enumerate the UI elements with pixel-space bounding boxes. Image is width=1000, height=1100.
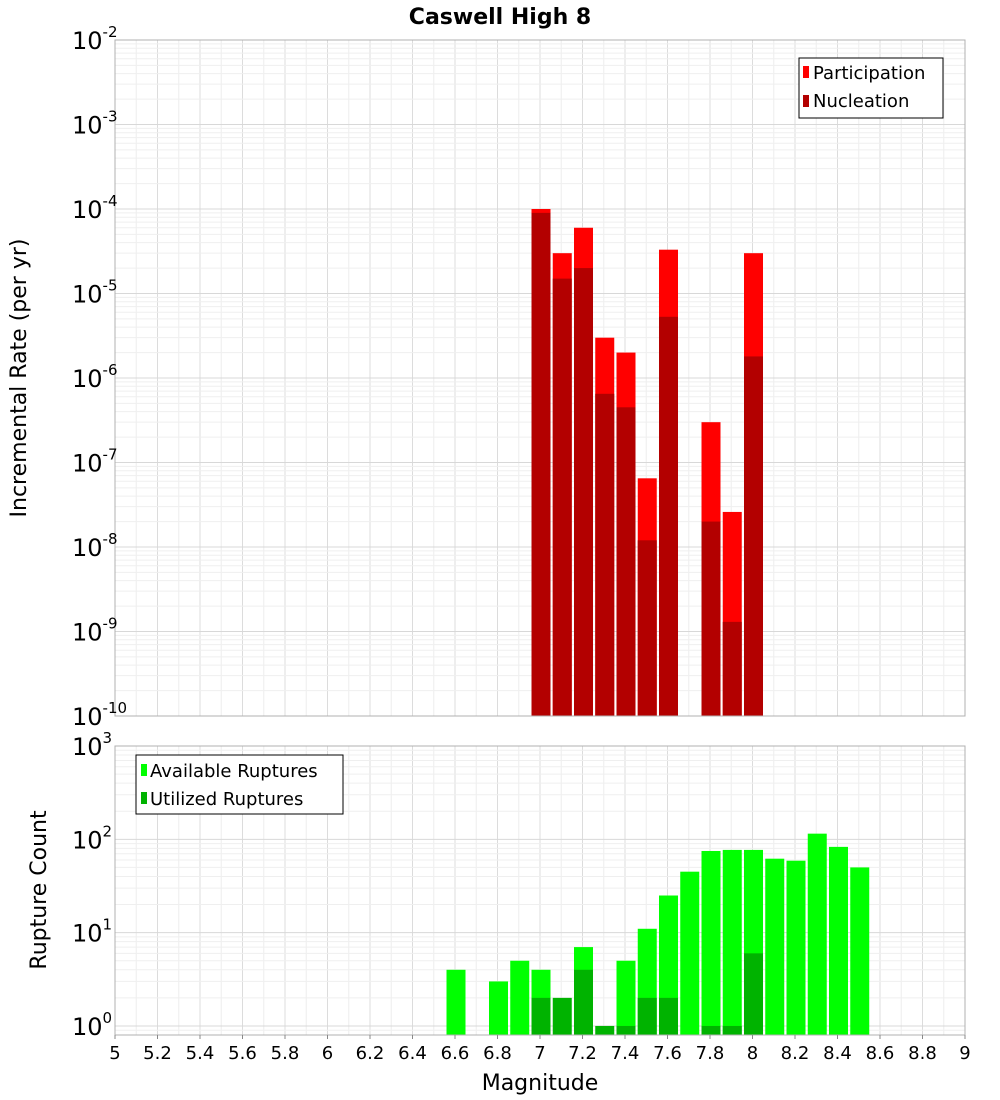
count-bar-available-ruptures: [616, 960, 636, 1035]
x-tick-label: 7.8: [696, 1043, 725, 1064]
x-tick-label: 5.4: [186, 1043, 215, 1064]
count-bar-available-ruptures: [489, 981, 508, 1035]
y-tick-label: 10-3: [72, 108, 118, 140]
rate-bar-nucleation: [659, 316, 678, 716]
y-tick-label: 10-2: [72, 23, 118, 55]
x-tick-label: 5.8: [271, 1043, 300, 1064]
count-bar-utilized-ruptures: [701, 1025, 721, 1035]
count-bar-utilized-ruptures: [637, 997, 657, 1035]
top-y-axis-label: Incremental Rate (per yr): [7, 239, 32, 518]
x-tick-label: 9: [959, 1043, 970, 1064]
y-tick-label: 10-9: [72, 615, 118, 647]
x-tick-label: 6: [322, 1043, 333, 1064]
count-bar-utilized-ruptures: [595, 1025, 615, 1035]
rate-bar-nucleation: [552, 278, 572, 716]
rate-bar-nucleation: [637, 540, 657, 716]
x-tick-label: 7: [534, 1043, 545, 1064]
x-tick-label: 8.6: [866, 1043, 895, 1064]
top-plot-panel: 10-2 10-3 10-4 10-5 10-6 10-7 10-8 10-9 10-10 In…: [7, 23, 966, 731]
legend-swatch-nucleation: [803, 95, 809, 107]
x-tick-label: 6.4: [398, 1043, 427, 1064]
count-bar-available-ruptures: [765, 858, 785, 1035]
top-y-ticks: 10-2 10-3 10-4 10-5 10-6 10-7 10-8 10-9 10-10: [72, 23, 127, 731]
count-bar-utilized-ruptures: [744, 953, 763, 1035]
x-axis-label: Magnitude: [482, 1071, 599, 1096]
x-tick-label: 8.8: [908, 1043, 937, 1064]
x-tick-label: 7.6: [653, 1043, 682, 1064]
legend-label-participation: Participation: [813, 63, 925, 84]
y-tick-label: 10-5: [72, 277, 118, 309]
y-tick-label: 10-8: [72, 530, 118, 562]
count-bar-available-ruptures: [807, 833, 827, 1035]
y-tick-label: 103: [72, 729, 112, 761]
x-tick-label: 5.2: [143, 1043, 172, 1064]
count-bar-utilized-ruptures: [722, 1025, 742, 1035]
rate-bar-nucleation: [531, 212, 551, 716]
top-legend-box: [798, 57, 944, 119]
y-tick-label: 10-4: [72, 192, 118, 224]
bottom-bars: [446, 833, 870, 1035]
x-tick-label: 7.2: [568, 1043, 597, 1064]
legend-label-available: Available Ruptures: [150, 761, 318, 782]
y-tick-label: 101: [72, 916, 112, 948]
top-plot-frame: [114, 39, 966, 717]
rate-bar-nucleation: [701, 521, 721, 716]
x-tick-label: 7.4: [611, 1043, 640, 1064]
x-tick-label: 8: [747, 1043, 758, 1064]
count-bar-available-ruptures: [510, 960, 530, 1035]
rate-bar-nucleation: [722, 621, 742, 716]
rate-bar-nucleation: [574, 268, 593, 716]
y-tick-label: 100: [72, 1009, 112, 1041]
count-bar-utilized-ruptures: [531, 997, 551, 1035]
x-tick-label: 8.4: [823, 1043, 852, 1064]
rate-bar-nucleation: [744, 356, 763, 716]
count-bar-available-ruptures: [722, 849, 742, 1035]
count-bar-utilized-ruptures: [574, 969, 593, 1035]
bottom-legend: Available Ruptures Utilized Ruptures: [135, 754, 344, 815]
bottom-legend-box: [135, 754, 344, 815]
x-tick-label: 5: [109, 1043, 120, 1064]
y-tick-label: 10-6: [72, 361, 118, 393]
count-bar-available-ruptures: [786, 860, 806, 1035]
bottom-y-ticks: 103 102 101 100: [72, 729, 112, 1041]
bottom-y-axis-label: Rupture Count: [27, 810, 52, 970]
legend-swatch-available: [141, 764, 147, 776]
rate-bar-nucleation: [595, 393, 615, 716]
count-bar-available-ruptures: [446, 969, 466, 1035]
legend-swatch-utilized: [141, 792, 147, 804]
x-tick-label: 5.6: [228, 1043, 257, 1064]
count-bar-available-ruptures: [850, 867, 870, 1035]
legend-label-utilized: Utilized Ruptures: [150, 789, 303, 810]
count-bar-available-ruptures: [829, 846, 848, 1035]
bottom-plot-panel: 103 102 101 100 Rupture Count Available Rup…: [27, 729, 966, 1041]
y-tick-label: 102: [72, 822, 112, 854]
top-bars: [531, 209, 763, 716]
x-tick-label: 6.8: [483, 1043, 512, 1064]
rate-bar-nucleation: [616, 407, 636, 716]
count-bar-available-ruptures: [701, 850, 721, 1035]
x-axis-ticks: 5 5.2 5.4 5.6 5.8 6 6.2 6.4 6.6 6.8 7 7.2 7.4 7.6 7.8 8…: [109, 1035, 971, 1064]
y-tick-label: 10-10: [72, 699, 127, 731]
x-tick-label: 6.6: [441, 1043, 470, 1064]
legend-swatch-participation: [803, 66, 809, 78]
count-bar-utilized-ruptures: [552, 997, 572, 1035]
chart-title: Caswell High 8: [409, 5, 591, 30]
legend-label-nucleation: Nucleation: [813, 91, 909, 112]
x-tick-label: 6.2: [356, 1043, 385, 1064]
x-tick-label: 8.2: [781, 1043, 810, 1064]
top-legend: Participation Nucleation: [798, 57, 944, 119]
count-bar-available-ruptures: [680, 871, 700, 1035]
count-bar-utilized-ruptures: [659, 997, 678, 1035]
count-bar-utilized-ruptures: [616, 1025, 636, 1035]
y-tick-label: 10-7: [72, 446, 118, 478]
